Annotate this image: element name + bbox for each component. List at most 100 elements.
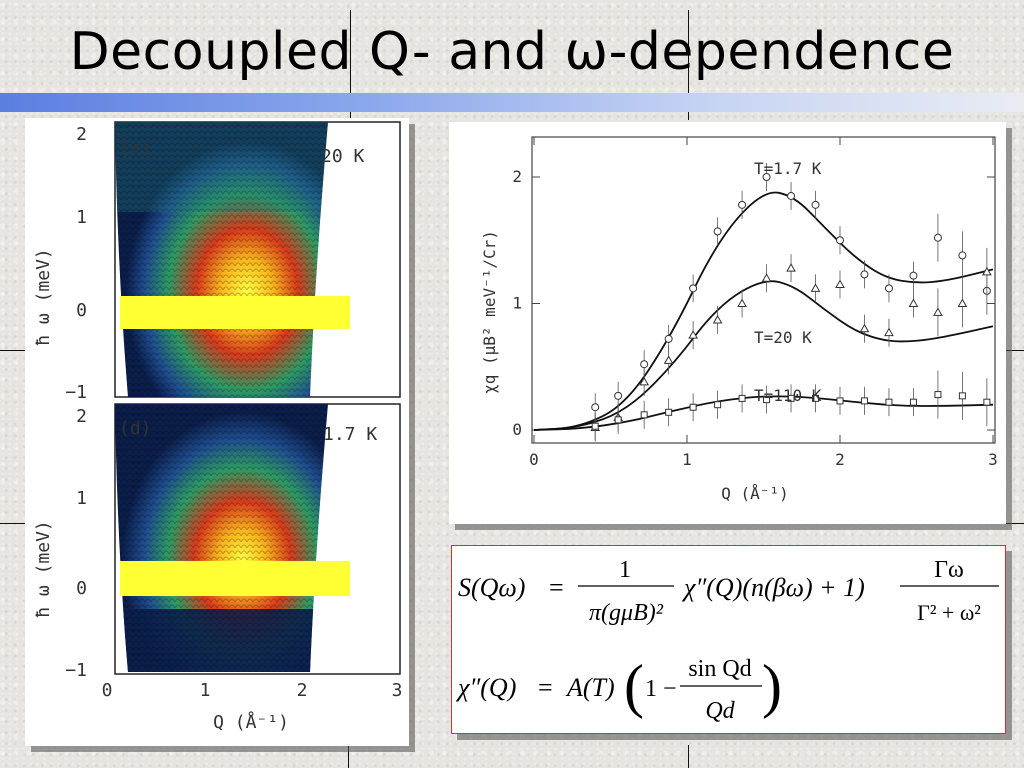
eq2-lhs: χ″(Q): [455, 673, 516, 702]
map-xtick-0: 0: [102, 680, 113, 701]
data-point-circle: [884, 284, 893, 293]
data-point-triangle: [957, 298, 968, 307]
eq2-numerator: sin Qd: [688, 656, 751, 682]
data-point-triangle: [761, 273, 772, 282]
data-point-circle: [762, 173, 771, 181]
map-d-elastic-band: [120, 561, 350, 596]
x-tick-label: 1: [682, 450, 692, 469]
chart-ylabel: χq (μB² meV⁻¹/Cr): [480, 230, 499, 394]
data-point-circle: [958, 251, 967, 260]
intensity-maps-panel: (c) 20 K 2 1 0 −1 ħ ω (meV) (d) 1.7 K 2 …: [25, 118, 409, 746]
data-point-triangle: [908, 298, 919, 307]
x-tick-label: 2: [835, 450, 845, 469]
data-point-triangle: [737, 298, 747, 307]
data-point-circle: [614, 391, 623, 400]
map-d-tag: (d): [119, 418, 152, 439]
map-xtick-1: 1: [200, 680, 211, 701]
eq2-left-paren: (: [624, 653, 644, 719]
series-label-20k: T=20 K: [754, 328, 812, 347]
map-xtick-3: 3: [392, 680, 403, 701]
map-d-ytick-m1: −1: [65, 660, 87, 681]
data-point-circle: [591, 403, 600, 412]
eq1-frac-numerator: Γω: [934, 557, 964, 583]
eq2-amplitude: A(T): [565, 673, 615, 702]
guide-line-v4: [688, 745, 689, 768]
chi-chart-panel: 0 1 2 3 0 1 2 T=1.7 K T=20 K T=110 K Q (Å⁻¹) χ…: [449, 122, 1006, 524]
data-point-square: [836, 397, 844, 405]
guide-line-v1: [350, 10, 351, 120]
data-point-triangle: [786, 263, 796, 272]
map-c-elastic-band: [120, 296, 350, 329]
data-point-triangle: [933, 307, 943, 316]
data-point-triangle: [835, 279, 845, 289]
eq2-equals: =: [538, 673, 553, 702]
data-point-circle: [664, 334, 673, 343]
map-c-ytick-2: 2: [76, 124, 87, 145]
equation-2: χ″(Q) = A(T) ( 1 − sin Qd Qd ): [455, 653, 782, 724]
chart-xlabel: Q (Å⁻¹): [721, 484, 788, 503]
equations-panel: S(Qω) = 1 π(gμB)² χ″(Q)(n(βω) + 1) Γω Γ²…: [451, 545, 1006, 734]
guide-line-h2: [1005, 350, 1024, 351]
guide-line-h3: [0, 523, 25, 524]
data-point-triangle: [859, 323, 870, 333]
data-point-square: [909, 398, 917, 406]
series-label-110k: T=110 K: [754, 386, 822, 405]
data-point-square: [860, 397, 868, 405]
data-point-circle: [689, 284, 698, 293]
data-point-triangle: [663, 355, 674, 364]
fit-line-T17K: [533, 191, 994, 431]
y-tick-label: 0: [512, 420, 522, 439]
chart-frame: [531, 136, 996, 444]
map-c-tag: (c): [119, 138, 152, 159]
map-xtick-2: 2: [297, 680, 308, 701]
title-underline-bar: [0, 93, 1024, 112]
equations-svg: S(Qω) = 1 π(gμB)² χ″(Q)(n(βω) + 1) Γω Γ²…: [455, 557, 999, 724]
eq2-right-paren: ): [762, 653, 782, 719]
map-c-ylabel: ħ ω (meV): [33, 248, 54, 346]
series-label-1p7k: T=1.7 K: [754, 159, 822, 178]
data-point-square: [665, 408, 673, 416]
data-point-square: [958, 392, 966, 400]
data-point-triangle: [884, 327, 894, 337]
data-point-square: [614, 416, 622, 424]
data-point-triangle: [712, 314, 723, 324]
eq2-one-minus: 1 −: [645, 676, 677, 702]
data-point-square: [640, 411, 648, 419]
map-d-temperature: 1.7 K: [323, 424, 377, 445]
equation-1: S(Qω) = 1 π(gμB)² χ″(Q)(n(βω) + 1) Γω Γ²…: [458, 557, 999, 626]
map-c-ytick-m1: −1: [65, 382, 87, 403]
data-point-square: [738, 394, 746, 402]
map-d-ytick-2: 2: [76, 406, 87, 427]
data-point-square: [787, 394, 795, 402]
data-point-triangle: [639, 376, 650, 386]
map-d-ylabel: ħ ω (meV): [33, 520, 54, 618]
chart-points: [590, 163, 992, 442]
x-tick-label: 3: [988, 450, 998, 469]
map-c: (c) 20 K 2 1 0 −1 ħ ω (meV): [33, 121, 401, 403]
data-point-circle: [860, 270, 869, 279]
data-point-triangle: [982, 266, 992, 276]
guide-line-h1: [0, 350, 25, 351]
intensity-maps-svg: (c) 20 K 2 1 0 −1 ħ ω (meV) (d) 1.7 K 2 …: [33, 121, 403, 733]
y-tick-label: 1: [512, 294, 522, 313]
data-point-square: [714, 401, 722, 409]
data-point-square: [689, 403, 697, 411]
eq1-lhs: S(Qω): [458, 573, 525, 602]
guide-line-h4: [1005, 523, 1024, 524]
data-point-square: [983, 398, 991, 406]
data-point-circle: [933, 233, 942, 242]
data-point-square: [934, 391, 942, 399]
data-point-circle: [640, 360, 649, 369]
data-point-circle: [738, 200, 747, 209]
data-point-square: [812, 394, 820, 402]
map-c-temperature: 20 K: [321, 146, 365, 167]
eq1-denominator: π(gμB)²: [589, 600, 664, 626]
data-point-triangle: [810, 283, 821, 292]
eq1-equals: =: [549, 573, 564, 602]
data-point-square: [591, 422, 599, 430]
x-tick-label: 0: [529, 450, 539, 469]
guide-line-v2: [688, 10, 689, 120]
fit-line-T20K: [533, 280, 994, 431]
data-point-circle: [787, 191, 796, 200]
chi-chart-svg: 0 1 2 3 0 1 2 T=1.7 K T=20 K T=110 K Q (Å⁻¹) χ…: [480, 136, 998, 503]
